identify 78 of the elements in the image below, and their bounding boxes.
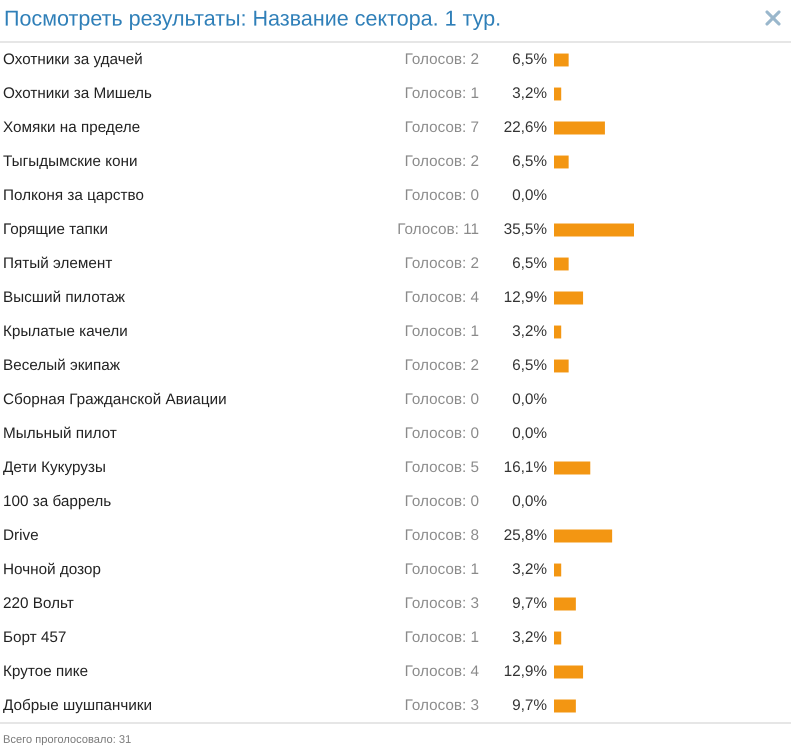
data-label: 6,5% xyxy=(512,155,546,168)
data-label: 0,0% xyxy=(512,393,546,406)
y-tick-label: Крылатые качели xyxy=(4,325,127,340)
text: Голосов: 1 xyxy=(406,87,478,98)
y-tick-label: Мыльный пилот xyxy=(4,426,117,438)
y-tick-label: Горящие тапки xyxy=(4,223,107,238)
bar xyxy=(554,258,569,270)
text: Голосов: 2 xyxy=(406,257,478,268)
data-label: 0,0% xyxy=(512,189,546,202)
data-label: 3,2% xyxy=(512,631,546,644)
text: Голосов: 0 xyxy=(406,393,478,404)
text: Голосов: 0 xyxy=(406,427,478,438)
text: Всего проголосовало: 31 xyxy=(4,735,131,746)
text: Голосов: 2 xyxy=(406,53,478,64)
data-label: 6,5% xyxy=(512,257,546,270)
y-tick-label: Хомяки на пределе xyxy=(3,121,140,136)
bar xyxy=(554,88,562,100)
y-tick-label: Drive xyxy=(4,528,38,540)
data-label: 35,5% xyxy=(504,223,546,236)
y-tick-label: Пятый элемент xyxy=(4,256,112,268)
bar xyxy=(554,54,569,66)
bar xyxy=(554,666,584,678)
bar xyxy=(554,326,562,338)
text: Голосов: 5 xyxy=(406,461,478,472)
y-tick-label: Крутое пике xyxy=(4,665,88,680)
data-label: 0,0% xyxy=(512,427,546,440)
bar xyxy=(554,292,584,304)
text: Голосов: 2 xyxy=(406,359,478,370)
y-tick-label: Охотники за Мишель xyxy=(4,87,152,98)
bar xyxy=(554,700,576,712)
y-tick-label: Сборная Гражданской Авиации xyxy=(4,392,226,408)
y-tick-label: Полконя за царство xyxy=(4,189,144,204)
data-label: 6,5% xyxy=(512,359,546,372)
text: Голосов: 1 xyxy=(406,325,478,336)
text: Голосов: 3 xyxy=(406,699,478,710)
data-label: 3,2% xyxy=(512,87,546,100)
data-label: 9,7% xyxy=(512,597,546,610)
text: Голосов: 1 xyxy=(406,563,478,574)
text: Голосов: 11 xyxy=(398,223,478,234)
y-tick-label: Добрые шушпанчики xyxy=(3,698,151,714)
y-tick-label: Ночной дозор xyxy=(4,562,100,578)
bar xyxy=(554,530,612,542)
bar xyxy=(554,156,569,168)
text: Посмотреть результаты: Название сектора. 1 тур. xyxy=(6,10,500,30)
text: Голосов: 3 xyxy=(406,597,478,608)
bar xyxy=(554,564,562,576)
data-label: 12,9% xyxy=(504,291,546,304)
data-label: 16,1% xyxy=(504,461,546,474)
data-label: 12,9% xyxy=(504,665,546,678)
bar xyxy=(554,122,605,134)
data-label: 9,7% xyxy=(512,699,546,712)
data-label: 3,2% xyxy=(512,325,546,338)
bar xyxy=(554,224,634,236)
data-label: 25,8% xyxy=(504,529,546,542)
data-label: 22,6% xyxy=(504,121,546,134)
text: Голосов: 1 xyxy=(406,631,478,642)
data-label: 6,5% xyxy=(512,53,546,66)
bar xyxy=(554,598,576,610)
text: Голосов: 7 xyxy=(406,121,478,132)
y-tick-label: Веселый экипаж xyxy=(4,358,120,370)
data-label: 0,0% xyxy=(512,495,546,508)
y-tick-label: Борт 457 xyxy=(4,631,66,646)
text: Голосов: 0 xyxy=(406,495,478,506)
y-tick-label: Тыгыдымские кони xyxy=(3,155,136,169)
bar xyxy=(554,360,569,372)
text: Голосов: 0 xyxy=(406,189,478,200)
y-tick-label: Охотники за удачей xyxy=(4,52,142,68)
y-tick-label: 100 за баррель xyxy=(4,494,111,510)
y-tick-label: Дети Кукурузы xyxy=(3,461,105,476)
bar xyxy=(554,462,590,474)
bar xyxy=(554,632,562,644)
y-tick-label: 220 Вольт xyxy=(4,597,74,608)
text: Голосов: 8 xyxy=(406,529,478,540)
text: Голосов: 4 xyxy=(406,665,479,676)
data-label: 3,2% xyxy=(512,563,546,576)
y-tick-label: Высший пилотаж xyxy=(4,290,125,302)
text: Голосов: 2 xyxy=(406,155,478,166)
text: Голосов: 4 xyxy=(406,291,479,302)
